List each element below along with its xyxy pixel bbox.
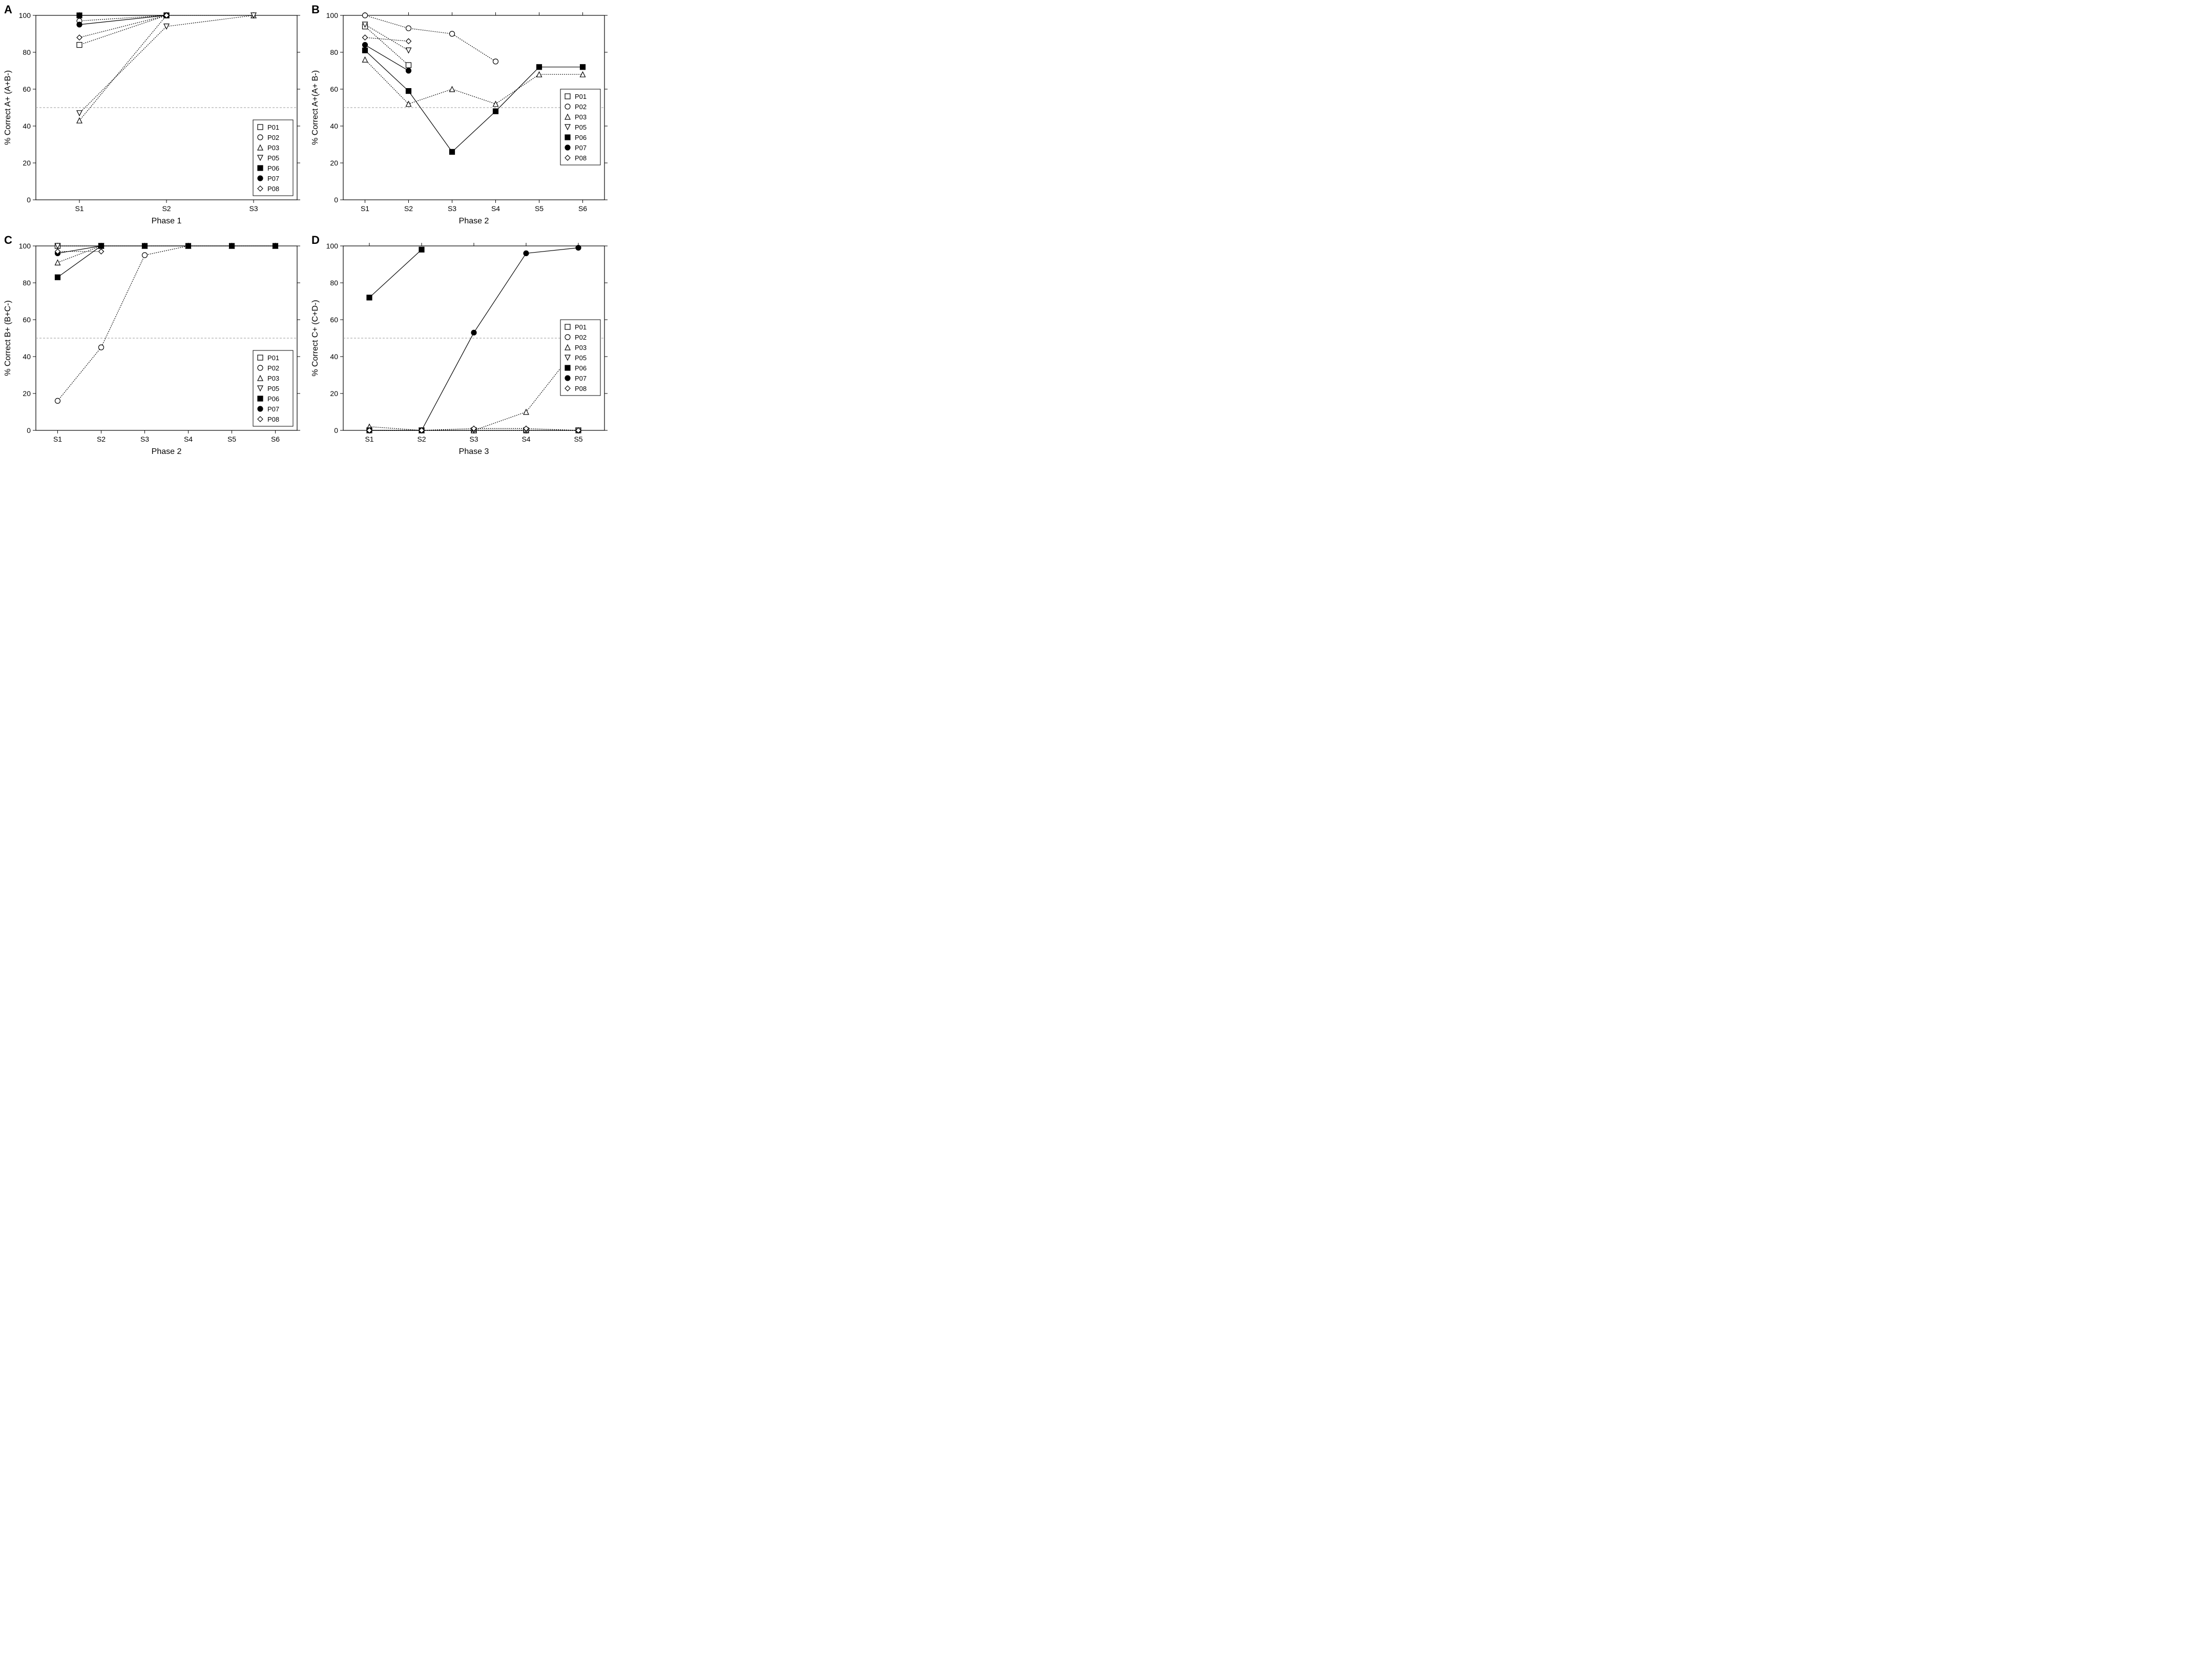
svg-text:P08: P08 [267, 416, 279, 423]
chart-B: 0 20 40 60 80 100 S1 S2 S3 S4 S5 S6 Phase 2 % Correct… [307, 0, 615, 231]
svg-text:P05: P05 [575, 354, 587, 362]
svg-text:80: 80 [23, 279, 31, 287]
svg-text:20: 20 [330, 159, 338, 167]
svg-text:S4: S4 [491, 204, 500, 213]
svg-text:P05: P05 [575, 123, 587, 131]
svg-text:40: 40 [330, 352, 338, 361]
svg-text:40: 40 [330, 122, 338, 130]
svg-text:S1: S1 [365, 435, 373, 443]
svg-text:S4: S4 [521, 435, 530, 443]
svg-text:S5: S5 [535, 204, 544, 213]
svg-text:100: 100 [19, 11, 31, 19]
svg-text:S6: S6 [271, 435, 280, 443]
svg-text:P01: P01 [267, 123, 279, 131]
svg-text:P07: P07 [575, 375, 587, 382]
svg-text:% Correct A+(A+ B-): % Correct A+(A+ B-) [311, 70, 320, 145]
svg-text:S3: S3 [448, 204, 456, 213]
svg-text:S2: S2 [404, 204, 413, 213]
svg-text:40: 40 [23, 352, 31, 361]
svg-text:P08: P08 [267, 185, 279, 193]
svg-text:P03: P03 [575, 113, 587, 121]
svg-text:S1: S1 [53, 435, 62, 443]
svg-text:80: 80 [330, 279, 338, 287]
svg-text:P01: P01 [575, 323, 587, 331]
svg-text:S1: S1 [361, 204, 369, 213]
chart-A: 0 20 40 60 80 100 S1 S2 S3 Phase 1 % Correct A+ (A… [0, 0, 307, 231]
svg-text:P07: P07 [267, 175, 279, 182]
svg-text:S2: S2 [417, 435, 426, 443]
svg-text:40: 40 [23, 122, 31, 130]
svg-text:S5: S5 [574, 435, 582, 443]
svg-text:P06: P06 [267, 395, 279, 403]
svg-text:P03: P03 [267, 375, 279, 382]
svg-text:P05: P05 [267, 385, 279, 392]
panel-B: B 0 20 40 60 80 100 S1 S2 S3 S4 S5 S6 Phase 2 % Corre… [307, 0, 615, 231]
svg-text:P07: P07 [575, 144, 587, 152]
panel-label-C: C [4, 234, 12, 247]
panel-C: C 0 20 40 60 80 100 S1 S2 S3 S4 S5 S6 Phase 2 % Corre… [0, 231, 307, 461]
svg-text:60: 60 [330, 85, 338, 93]
svg-text:P08: P08 [575, 385, 587, 392]
svg-text:P01: P01 [267, 354, 279, 362]
svg-text:P08: P08 [575, 154, 587, 162]
svg-text:S4: S4 [184, 435, 193, 443]
svg-text:60: 60 [330, 316, 338, 324]
svg-text:P05: P05 [267, 154, 279, 162]
chart-C: 0 20 40 60 80 100 S1 S2 S3 S4 S5 S6 Phase 2 % Correct… [0, 231, 307, 461]
svg-text:P06: P06 [575, 134, 587, 141]
svg-text:Phase 2: Phase 2 [152, 447, 182, 456]
svg-text:Phase 1: Phase 1 [152, 217, 182, 225]
svg-text:S3: S3 [249, 204, 258, 213]
svg-text:S5: S5 [227, 435, 236, 443]
panel-A: A 0 20 40 60 80 100 S1 S2 S3 Phase 1 % Correct A+ … [0, 0, 307, 231]
svg-text:100: 100 [326, 242, 339, 250]
svg-text:S6: S6 [578, 204, 587, 213]
svg-text:60: 60 [23, 316, 31, 324]
svg-text:S2: S2 [97, 435, 106, 443]
svg-text:0: 0 [27, 426, 31, 434]
panel-D: D 0 20 40 60 80 100 S1 S2 S3 S4 S5 Phase 3 % Correct… [307, 231, 615, 461]
svg-text:0: 0 [27, 196, 31, 204]
panel-label-B: B [311, 3, 320, 16]
svg-text:P03: P03 [575, 344, 587, 351]
svg-text:S3: S3 [469, 435, 478, 443]
svg-text:Phase 3: Phase 3 [459, 447, 489, 456]
svg-text:60: 60 [23, 85, 31, 93]
svg-text:0: 0 [334, 426, 338, 434]
svg-text:P02: P02 [267, 134, 279, 141]
svg-text:100: 100 [326, 11, 339, 19]
panel-label-D: D [311, 234, 320, 247]
svg-text:S1: S1 [75, 204, 84, 213]
svg-text:20: 20 [23, 159, 31, 167]
svg-text:P06: P06 [267, 164, 279, 172]
chart-D: 0 20 40 60 80 100 S1 S2 S3 S4 S5 Phase 3 % Correct C… [307, 231, 615, 461]
svg-text:% Correct C+ (C+D-): % Correct C+ (C+D-) [311, 300, 320, 376]
svg-text:P01: P01 [575, 93, 587, 100]
svg-text:P02: P02 [575, 334, 587, 341]
svg-text:P02: P02 [267, 364, 279, 372]
svg-text:80: 80 [330, 48, 338, 56]
chart-grid: A 0 20 40 60 80 100 S1 S2 S3 Phase 1 % Correct A+ … [0, 0, 615, 461]
svg-text:20: 20 [330, 389, 338, 398]
svg-text:P03: P03 [267, 144, 279, 152]
svg-text:% Correct B+ (B+C-): % Correct B+ (B+C-) [4, 300, 12, 376]
svg-text:P02: P02 [575, 103, 587, 111]
svg-text:100: 100 [19, 242, 31, 250]
svg-text:20: 20 [23, 389, 31, 398]
svg-text:80: 80 [23, 48, 31, 56]
svg-text:S3: S3 [140, 435, 149, 443]
panel-label-A: A [4, 3, 12, 16]
svg-text:Phase 2: Phase 2 [459, 217, 489, 225]
svg-text:0: 0 [334, 196, 338, 204]
svg-text:P07: P07 [267, 405, 279, 413]
svg-text:P06: P06 [575, 364, 587, 372]
svg-text:S2: S2 [162, 204, 171, 213]
svg-text:% Correct A+ (A+B-): % Correct A+ (A+B-) [4, 70, 12, 145]
